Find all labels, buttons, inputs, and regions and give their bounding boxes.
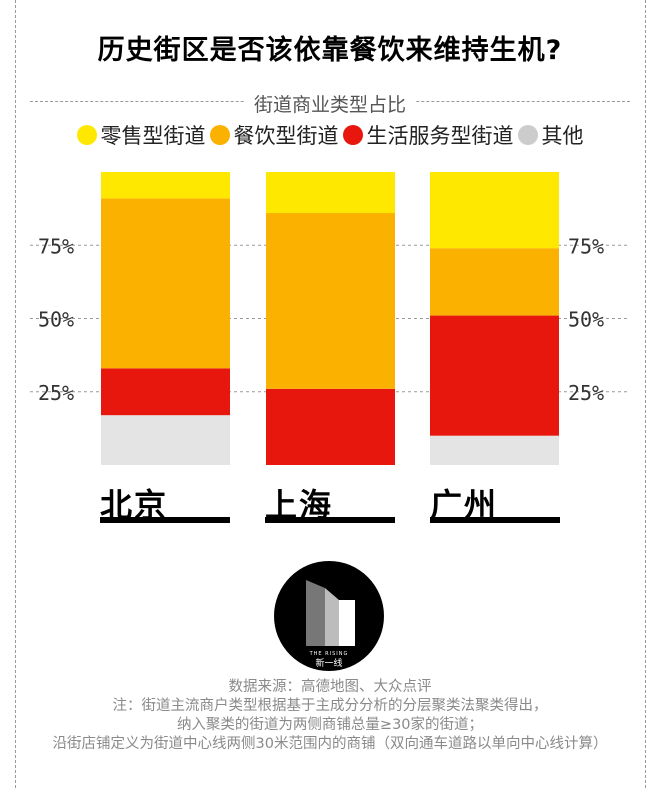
legend-dot-other <box>517 125 538 145</box>
ytick-left-75: 75% <box>38 234 74 258</box>
legend-label-retail: 零售型街道 <box>100 124 206 148</box>
ytick-right-25: 25% <box>568 381 604 405</box>
bar-segment-1-1 <box>266 388 395 465</box>
ytick-right-50: 50% <box>568 308 604 332</box>
bar-segment-0-0 <box>101 415 230 465</box>
chart-subtitle: 街道商业类型占比 <box>243 90 417 117</box>
ytick-right-75: 75% <box>568 234 604 258</box>
bar-segment-1-2 <box>266 213 395 389</box>
logo-small-text: THE RISING <box>309 651 349 657</box>
city-underline-beijing <box>100 517 230 523</box>
bar-segment-2-3 <box>430 172 559 249</box>
legend: 零售型街道 餐饮型街道 生活服务型街道 其他 <box>0 120 660 150</box>
legend-dot-dining <box>209 125 230 145</box>
bar-segment-0-2 <box>101 198 230 369</box>
legend-item-other: 其他 <box>517 120 584 150</box>
right-frame-rule <box>645 0 646 788</box>
legend-item-retail: 零售型街道 <box>76 120 206 150</box>
legend-label-services: 生活服务型街道 <box>366 124 514 148</box>
bar-segment-0-1 <box>101 368 230 416</box>
legend-item-services: 生活服务型街道 <box>342 120 514 150</box>
left-frame-rule <box>15 0 16 788</box>
note-definition: 沿街店铺定义为街道中心线两侧30米范围内的商铺（双向通车道路以单向中心线计算） <box>52 736 608 752</box>
logo-text: 新一线 <box>315 657 342 669</box>
note-threshold: 纳入聚类的街道为两侧商铺总量≥30家的街道； <box>176 717 484 733</box>
legend-dot-services <box>342 125 363 145</box>
footnotes: 数据来源：高德地图、大众点评 注：街道主流商户类型根据基于主成分分析的分层聚类法… <box>0 678 660 754</box>
bar-segment-0-3 <box>101 172 230 199</box>
city-underline-guangzhou <box>430 517 560 523</box>
bar-segment-2-1 <box>430 315 559 436</box>
city-underline-shanghai <box>265 517 395 523</box>
bar-segment-2-2 <box>430 248 559 316</box>
note-source: 数据来源：高德地图、大众点评 <box>228 679 432 695</box>
ytick-left-50: 50% <box>38 308 74 332</box>
brand-logo: THE RISING 新一线 <box>273 560 385 672</box>
ytick-left-25: 25% <box>38 381 74 405</box>
chart-title: 历史街区是否该依靠餐饮来维持生机? <box>97 35 563 66</box>
note-method: 注：街道主流商户类型根据基于主成分分析的分层聚类法聚类得出， <box>112 698 548 714</box>
legend-label-other: 其他 <box>541 124 584 148</box>
bar-segment-1-3 <box>266 172 395 214</box>
stacked-bar-chart: 25% 25% 50% 50% 75% 75% <box>30 172 630 465</box>
legend-item-dining: 餐饮型街道 <box>209 120 339 150</box>
legend-label-dining: 餐饮型街道 <box>233 124 339 148</box>
subtitle-row: 街道商业类型占比 <box>30 90 630 117</box>
legend-dot-retail <box>76 125 97 145</box>
bar-segment-2-0 <box>430 435 559 465</box>
